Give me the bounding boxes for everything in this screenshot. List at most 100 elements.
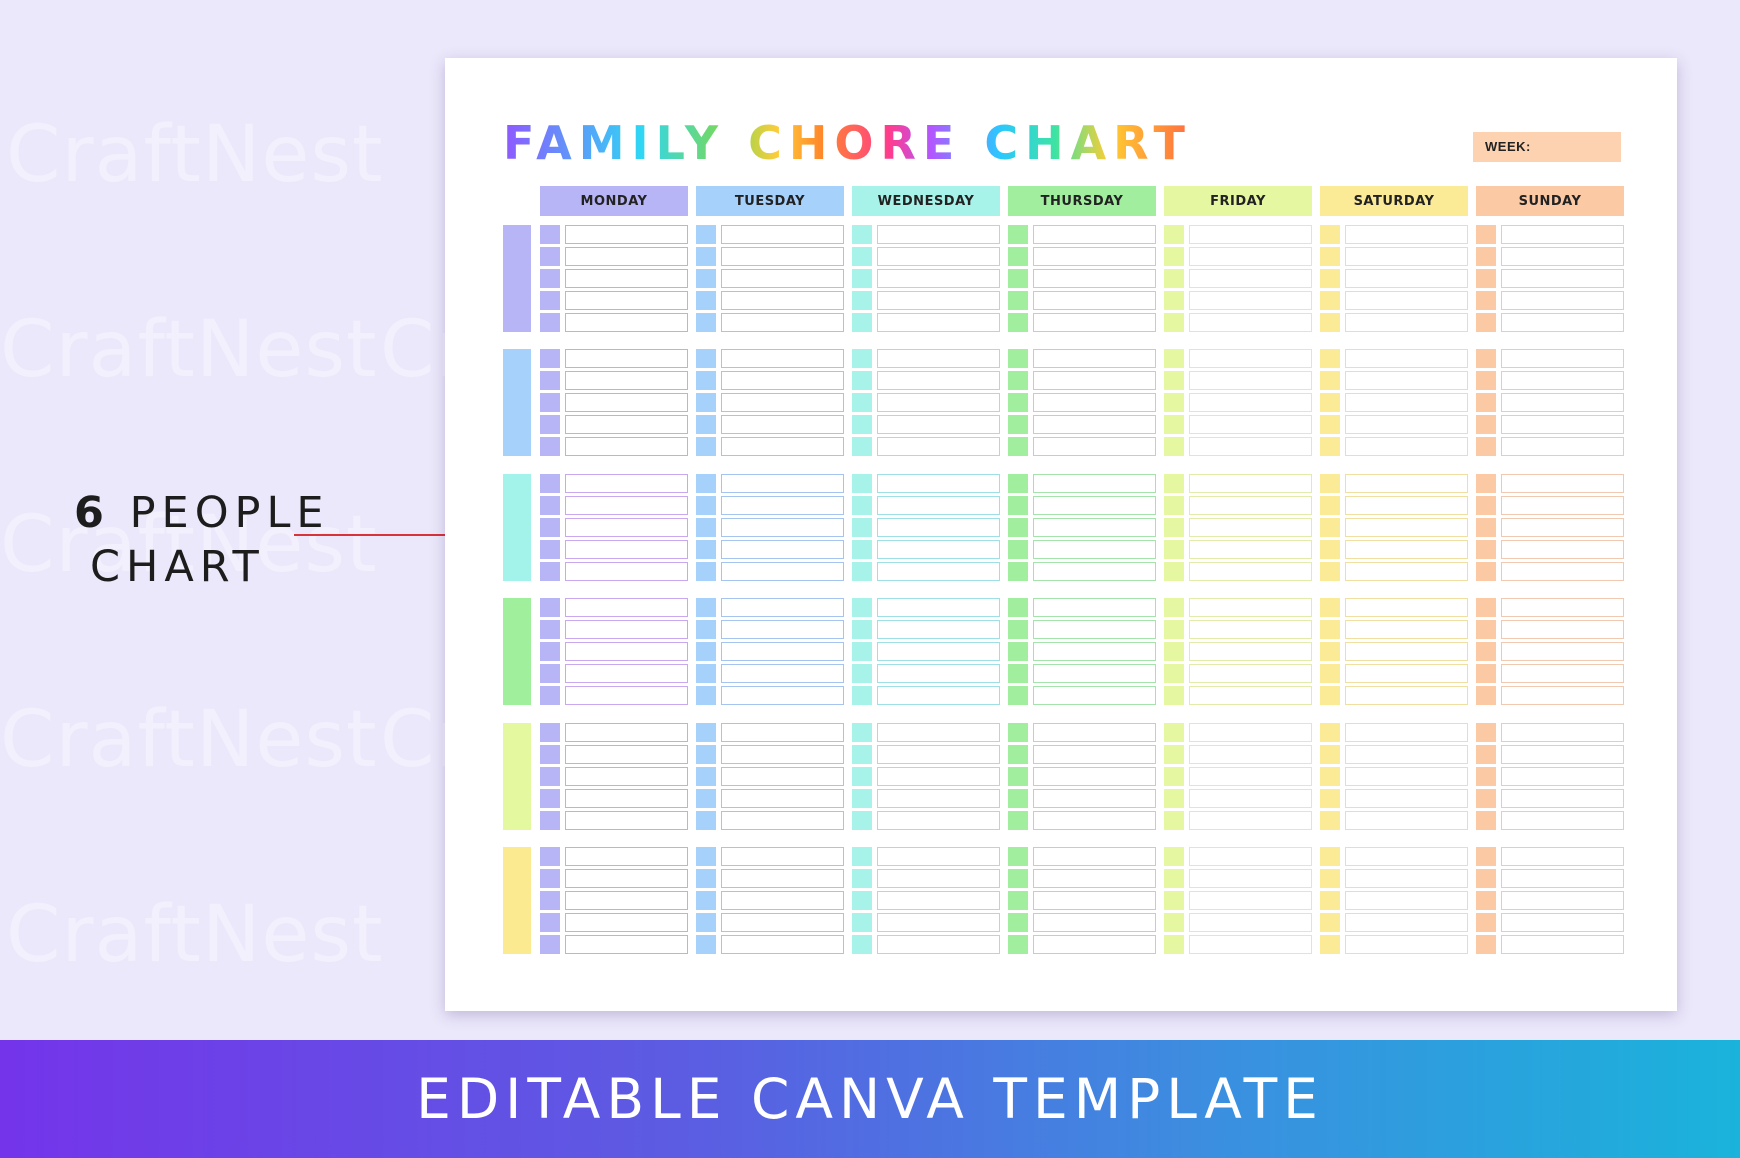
chore-checkbox[interactable] [1476,371,1496,391]
chore-entry-field[interactable] [1345,517,1468,537]
chore-checkbox[interactable] [1008,744,1028,764]
chore-checkbox[interactable] [1476,393,1496,413]
chore-checkbox[interactable] [1008,620,1028,640]
chore-checkbox[interactable] [540,913,560,932]
chore-checkbox[interactable] [540,891,560,910]
chore-entry-field[interactable] [565,935,688,954]
chore-entry-field[interactable] [1189,935,1312,954]
chore-checkbox[interactable] [852,620,872,640]
chore-checkbox[interactable] [852,247,872,266]
chore-entry-field[interactable] [1501,393,1624,413]
chore-entry-field[interactable] [721,473,844,493]
chore-checkbox[interactable] [540,642,560,662]
chore-checkbox[interactable] [1008,686,1028,706]
chore-checkbox[interactable] [1320,913,1340,932]
chore-entry-field[interactable] [721,869,844,888]
chore-entry-field[interactable] [721,788,844,808]
chore-entry-field[interactable] [1501,495,1624,515]
chore-checkbox[interactable] [1320,664,1340,684]
chore-entry-field[interactable] [565,473,688,493]
chore-checkbox[interactable] [1476,598,1496,618]
chore-entry-field[interactable] [721,913,844,932]
chore-checkbox[interactable] [852,473,872,493]
chore-checkbox[interactable] [540,437,560,457]
chore-entry-field[interactable] [1501,620,1624,640]
chore-checkbox[interactable] [1320,269,1340,288]
chore-checkbox[interactable] [696,561,716,581]
chore-entry-field[interactable] [721,349,844,369]
chore-checkbox[interactable] [1164,269,1184,288]
chore-checkbox[interactable] [540,225,560,244]
chore-checkbox[interactable] [1164,869,1184,888]
chore-checkbox[interactable] [696,437,716,457]
chore-checkbox[interactable] [1476,913,1496,932]
chore-checkbox[interactable] [1476,722,1496,742]
chore-entry-field[interactable] [1345,847,1468,866]
chore-entry-field[interactable] [1501,561,1624,581]
chore-checkbox[interactable] [1476,935,1496,954]
chore-entry-field[interactable] [721,415,844,435]
chore-checkbox[interactable] [852,744,872,764]
chore-checkbox[interactable] [852,225,872,244]
chore-entry-field[interactable] [1501,225,1624,244]
chore-checkbox[interactable] [540,415,560,435]
person-name-bar[interactable] [503,473,531,581]
chore-entry-field[interactable] [877,722,1000,742]
chore-checkbox[interactable] [696,225,716,244]
chore-entry-field[interactable] [1033,935,1156,954]
chore-entry-field[interactable] [1345,891,1468,910]
chore-entry-field[interactable] [877,686,1000,706]
chore-checkbox[interactable] [540,473,560,493]
chore-checkbox[interactable] [1476,291,1496,310]
chore-checkbox[interactable] [1476,847,1496,866]
chore-entry-field[interactable] [1033,415,1156,435]
chore-checkbox[interactable] [1008,517,1028,537]
chore-checkbox[interactable] [1320,686,1340,706]
chore-checkbox[interactable] [1008,642,1028,662]
chore-entry-field[interactable] [877,620,1000,640]
chore-checkbox[interactable] [852,810,872,830]
chore-entry-field[interactable] [877,415,1000,435]
chore-entry-field[interactable] [877,913,1000,932]
chore-entry-field[interactable] [1189,313,1312,332]
chore-entry-field[interactable] [1189,891,1312,910]
chore-entry-field[interactable] [721,313,844,332]
chore-entry-field[interactable] [1189,349,1312,369]
chore-entry-field[interactable] [1345,598,1468,618]
chore-entry-field[interactable] [1033,313,1156,332]
chore-entry-field[interactable] [877,847,1000,866]
chore-entry-field[interactable] [1501,722,1624,742]
chore-checkbox[interactable] [852,415,872,435]
chore-entry-field[interactable] [877,495,1000,515]
chore-entry-field[interactable] [877,766,1000,786]
chore-entry-field[interactable] [1345,473,1468,493]
chore-checkbox[interactable] [1008,869,1028,888]
chore-entry-field[interactable] [1501,517,1624,537]
chore-entry-field[interactable] [1501,598,1624,618]
chore-entry-field[interactable] [1345,539,1468,559]
chore-checkbox[interactable] [1164,495,1184,515]
chore-checkbox[interactable] [1476,225,1496,244]
chore-checkbox[interactable] [852,269,872,288]
chore-entry-field[interactable] [1501,869,1624,888]
chore-checkbox[interactable] [1164,225,1184,244]
chore-checkbox[interactable] [696,415,716,435]
chore-checkbox[interactable] [540,620,560,640]
chore-checkbox[interactable] [540,517,560,537]
chore-entry-field[interactable] [1033,810,1156,830]
chore-checkbox[interactable] [1476,642,1496,662]
chore-checkbox[interactable] [1008,415,1028,435]
chore-entry-field[interactable] [1501,766,1624,786]
chore-entry-field[interactable] [1345,269,1468,288]
chore-entry-field[interactable] [1189,371,1312,391]
chore-entry-field[interactable] [1033,371,1156,391]
chore-checkbox[interactable] [540,247,560,266]
chore-entry-field[interactable] [721,561,844,581]
chore-entry-field[interactable] [1345,766,1468,786]
chore-checkbox[interactable] [1320,473,1340,493]
chore-checkbox[interactable] [1164,620,1184,640]
chore-entry-field[interactable] [565,913,688,932]
chore-checkbox[interactable] [696,642,716,662]
chore-checkbox[interactable] [852,891,872,910]
chore-entry-field[interactable] [1189,437,1312,457]
